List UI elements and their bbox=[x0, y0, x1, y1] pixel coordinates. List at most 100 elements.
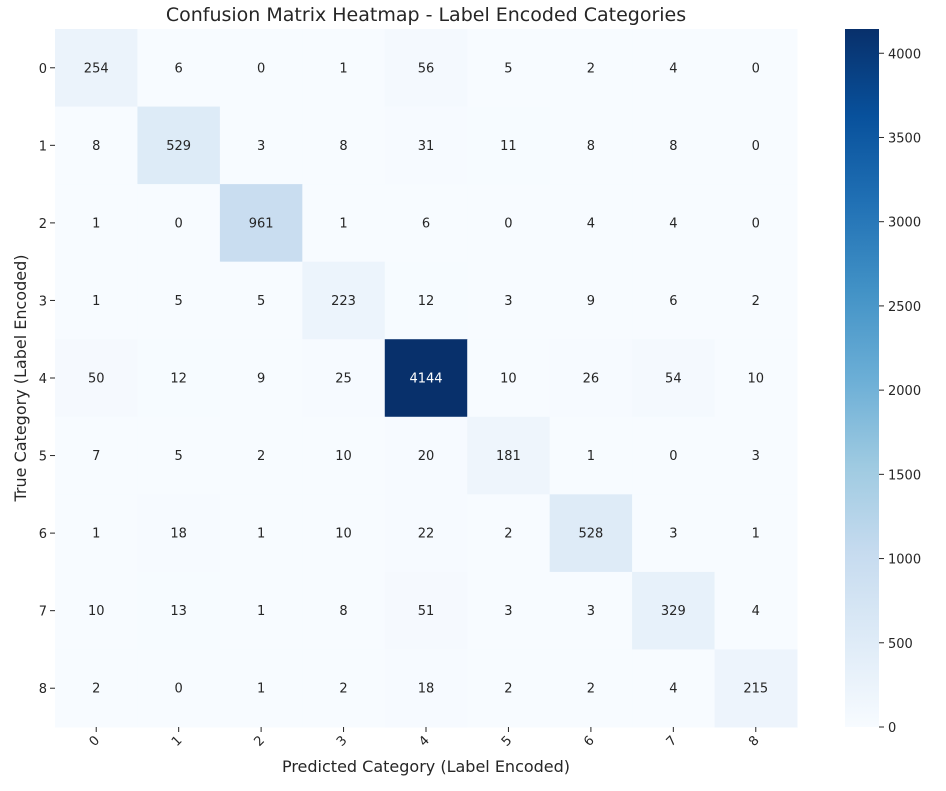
colorbar-tick-label: 1000 bbox=[888, 553, 921, 568]
cell-value-label: 20 bbox=[418, 449, 435, 464]
heatmap-cell bbox=[384, 416, 468, 495]
heatmap-cell bbox=[467, 339, 551, 418]
cell-value-label: 4 bbox=[752, 604, 760, 619]
heatmap-cell bbox=[219, 494, 303, 573]
cell-value-label: 0 bbox=[175, 682, 183, 697]
heatmap-cell bbox=[467, 571, 551, 650]
heatmap-cell bbox=[467, 261, 551, 340]
heatmap-cell bbox=[549, 494, 633, 573]
cell-value-label: 54 bbox=[665, 372, 682, 387]
cell-value-label: 8 bbox=[669, 139, 677, 154]
heatmap-cell bbox=[302, 416, 386, 495]
heatmap-cell bbox=[55, 261, 138, 340]
cell-value-label: 5 bbox=[257, 294, 265, 309]
cell-value-label: 1 bbox=[339, 216, 347, 231]
heatmap-cell bbox=[302, 29, 386, 108]
y-tick-label: 8 bbox=[39, 682, 47, 697]
cell-value-label: 0 bbox=[257, 61, 265, 76]
cell-value-label: 2 bbox=[257, 449, 265, 464]
cell-value-label: 13 bbox=[170, 604, 187, 619]
cell-value-label: 2 bbox=[752, 294, 760, 309]
cell-value-label: 4 bbox=[669, 61, 677, 76]
heatmap-cell bbox=[632, 29, 716, 108]
cell-value-label: 26 bbox=[583, 372, 600, 387]
heatmap-cell bbox=[467, 106, 551, 185]
heatmap-cell bbox=[219, 416, 303, 495]
heatmap-cell bbox=[219, 571, 303, 650]
cell-value-label: 0 bbox=[752, 61, 760, 76]
x-tick-label: 4 bbox=[416, 733, 432, 749]
heatmap-cell bbox=[632, 184, 716, 263]
heatmap-cell bbox=[55, 184, 138, 263]
y-tick-label: 6 bbox=[39, 527, 47, 542]
cell-value-label: 3 bbox=[669, 527, 677, 542]
cell-value-label: 12 bbox=[418, 294, 435, 309]
heatmap-cell bbox=[549, 261, 633, 340]
heatmap-cell bbox=[714, 184, 798, 263]
cell-value-label: 5 bbox=[504, 61, 512, 76]
cell-value-label: 329 bbox=[661, 604, 686, 619]
cell-value-label: 22 bbox=[418, 527, 435, 542]
x-tick-label: 5 bbox=[499, 733, 515, 749]
heatmap-cell bbox=[137, 494, 221, 573]
heatmap-cell bbox=[55, 29, 138, 108]
heatmap-cell bbox=[714, 106, 798, 185]
heatmap-cell bbox=[302, 339, 386, 418]
heatmap-cell bbox=[384, 184, 468, 263]
cell-value-label: 5 bbox=[175, 294, 183, 309]
heatmap-cell bbox=[55, 416, 138, 495]
cell-value-label: 10 bbox=[500, 372, 517, 387]
heatmap-cell bbox=[137, 106, 221, 185]
cell-value-label: 8 bbox=[339, 139, 347, 154]
x-tick-label: 1 bbox=[169, 733, 185, 749]
heatmap-cell bbox=[467, 649, 551, 728]
cell-value-label: 1 bbox=[92, 216, 100, 231]
heatmap-cell bbox=[219, 261, 303, 340]
y-tick-label: 5 bbox=[39, 450, 47, 465]
y-tick-label: 3 bbox=[39, 294, 47, 309]
heatmap-cell bbox=[55, 494, 138, 573]
heatmap-cell bbox=[384, 571, 468, 650]
cell-value-label: 9 bbox=[257, 372, 265, 387]
heatmap-cell bbox=[632, 339, 716, 418]
cell-value-label: 1 bbox=[92, 294, 100, 309]
cell-value-label: 3 bbox=[752, 449, 760, 464]
cell-value-label: 8 bbox=[587, 139, 595, 154]
cell-value-label: 2 bbox=[504, 682, 512, 697]
heatmap-cell bbox=[219, 184, 303, 263]
cell-value-label: 2 bbox=[587, 61, 595, 76]
heatmap-cell bbox=[632, 571, 716, 650]
cell-value-label: 3 bbox=[504, 604, 512, 619]
y-tick-label: 4 bbox=[39, 372, 47, 387]
heatmap-cell bbox=[384, 649, 468, 728]
colorbar-ticks: 0 500 1000 1500 2000 2500 3000 3500 4000 bbox=[879, 47, 921, 736]
heatmap-cell bbox=[219, 29, 303, 108]
heatmap-cell bbox=[384, 106, 468, 185]
heatmap-cell bbox=[714, 649, 798, 728]
cell-value-label: 50 bbox=[88, 372, 105, 387]
cell-value-label: 1 bbox=[257, 682, 265, 697]
heatmap-cell bbox=[467, 416, 551, 495]
heatmap-cell bbox=[55, 571, 138, 650]
heatmap-cell bbox=[384, 29, 468, 108]
heatmap-cell bbox=[219, 339, 303, 418]
chart-title: Confusion Matrix Heatmap - Label Encoded… bbox=[166, 4, 686, 26]
colorbar bbox=[845, 29, 879, 727]
cell-value-label: 6 bbox=[175, 61, 183, 76]
y-tick-label: 7 bbox=[39, 605, 47, 620]
heatmap-cell bbox=[549, 29, 633, 108]
heatmap-cell bbox=[549, 339, 633, 418]
heatmap-cell bbox=[714, 29, 798, 108]
heatmap-cell bbox=[302, 106, 386, 185]
heatmap-cell bbox=[302, 184, 386, 263]
cell-value-label: 1 bbox=[257, 604, 265, 619]
heatmap-cell bbox=[55, 106, 138, 185]
cell-value-label: 1 bbox=[339, 61, 347, 76]
cell-value-label: 528 bbox=[578, 527, 603, 542]
cell-value-label: 4 bbox=[669, 682, 677, 697]
cell-value-label: 0 bbox=[669, 449, 677, 464]
heatmap-cell bbox=[219, 106, 303, 185]
cell-value-label: 5 bbox=[175, 449, 183, 464]
